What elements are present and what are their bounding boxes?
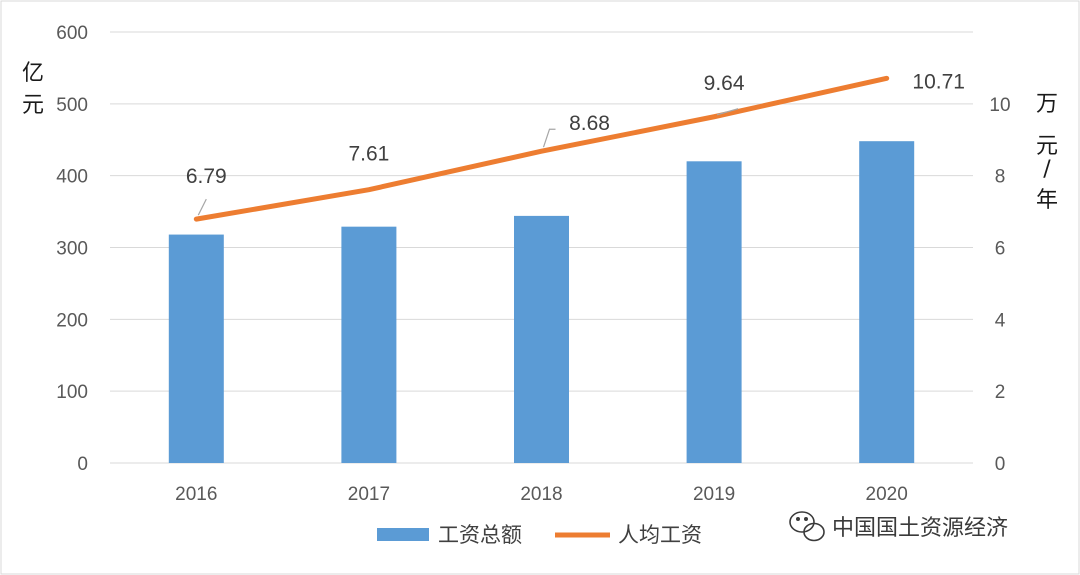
left-tick-label: 600 — [56, 23, 88, 44]
x-tick-label: 2016 — [175, 484, 217, 505]
right-axis-title-char: / — [1043, 157, 1051, 182]
left-tick-label: 0 — [77, 454, 88, 475]
x-tick-label: 2018 — [520, 484, 562, 505]
x-tick-label: 2017 — [348, 484, 390, 505]
left-tick-label: 100 — [56, 382, 88, 403]
bar-series — [168, 141, 915, 464]
right-tick-label: 0 — [995, 454, 1006, 475]
left-tick-label: 300 — [56, 239, 88, 260]
left-tick-label: 400 — [56, 167, 88, 188]
left-axis-title-char: 元 — [22, 93, 44, 118]
series-line — [193, 75, 890, 222]
data-labels: 6.79 7.61 8.68 9.64 10.71 — [186, 70, 965, 188]
label-leader-lines — [197, 108, 739, 216]
right-axis-title-char: 年 — [1036, 188, 1058, 213]
legend-swatch-bar — [377, 528, 429, 541]
x-tick-label: 2019 — [693, 484, 735, 505]
right-axis-title: 万元/ 年 — [1036, 92, 1058, 213]
data-label: 8.68 — [569, 112, 610, 135]
left-tick-label: 200 — [56, 310, 88, 331]
data-label: 6.79 — [186, 165, 227, 188]
right-tick-label: 4 — [995, 310, 1006, 331]
right-axis-title-char: 元 — [1036, 134, 1058, 159]
right-tick-label: 8 — [995, 167, 1006, 188]
line-series — [193, 75, 890, 222]
data-label: 10.71 — [912, 70, 965, 93]
left-axis-title-char: 亿 — [22, 61, 44, 86]
leader-line — [197, 198, 207, 216]
bar — [859, 141, 915, 464]
bar — [341, 226, 397, 463]
right-tick-label: 10 — [989, 95, 1010, 116]
data-label: 9.64 — [704, 72, 745, 95]
wechat-icon — [789, 511, 825, 542]
right-tick-label: 6 — [995, 239, 1006, 260]
right-axis-title-char: 万 — [1036, 92, 1058, 117]
data-label: 7.61 — [348, 143, 389, 166]
legend: 工资总额 人均工资 — [377, 523, 702, 547]
watermark-text: 中国国土资源经济 — [832, 516, 1008, 541]
leader-line — [716, 108, 739, 116]
legend-label-line: 人均工资 — [618, 523, 702, 547]
left-axis-ticks: 0 100 200 300 400 500 600 — [56, 23, 88, 475]
gridlines — [110, 31, 973, 464]
bar — [514, 215, 569, 463]
legend-label-bar: 工资总额 — [438, 523, 522, 547]
left-axis-title: 亿元 — [22, 61, 44, 118]
watermark: 中国国土资源经济 — [789, 511, 1008, 542]
leader-line — [542, 128, 556, 148]
bar — [686, 161, 742, 464]
x-tick-label: 2020 — [866, 484, 908, 505]
x-axis-ticks: 2016 2017 2018 2019 2020 — [175, 484, 908, 505]
right-tick-label: 2 — [995, 382, 1006, 403]
bar — [168, 234, 224, 463]
right-axis-ticks: 0 2 4 6 8 10 — [989, 95, 1010, 475]
left-tick-label: 500 — [56, 95, 88, 116]
